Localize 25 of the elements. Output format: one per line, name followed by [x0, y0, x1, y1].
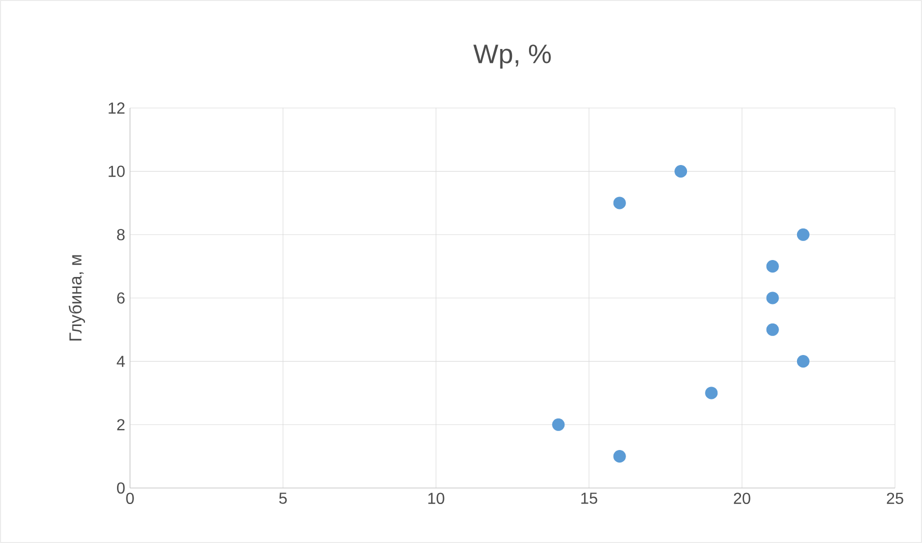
x-tick-label: 10 [428, 492, 444, 504]
x-tick-label: 15 [581, 492, 598, 504]
point [766, 260, 779, 273]
point [552, 418, 565, 431]
y-axis-title: Глубина, м [68, 255, 86, 340]
y-tick-label: 12 [108, 102, 124, 114]
point [766, 323, 779, 336]
y-tick-label: 10 [108, 166, 125, 177]
x-tick-label: 5 [279, 492, 287, 504]
x-tick-label: 25 [886, 492, 904, 504]
y-tick-label: 4 [116, 356, 125, 367]
point [613, 450, 626, 463]
y-tick-label: 8 [117, 229, 125, 240]
point [796, 355, 810, 368]
point [674, 165, 688, 178]
x-tick-label: 20 [734, 492, 750, 504]
x-tick-label: 0 [126, 492, 134, 504]
point [613, 196, 626, 210]
point [766, 292, 779, 304]
point [705, 386, 718, 400]
point [796, 228, 810, 241]
chart-title: Wp, % [473, 44, 551, 69]
y-tick-label: 6 [117, 292, 125, 304]
y-tick-label: 2 [117, 419, 124, 430]
y-tick-label: 0 [117, 482, 125, 494]
